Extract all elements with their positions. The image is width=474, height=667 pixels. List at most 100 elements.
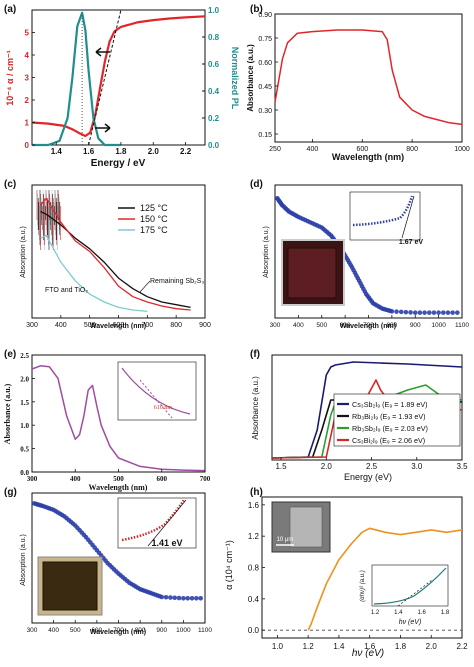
x-tick-label: 600 xyxy=(157,475,168,483)
data-point xyxy=(194,596,199,601)
inset-value: 1.41 eV xyxy=(151,538,182,548)
inset-frame xyxy=(371,564,449,607)
x-tick-label: 1100 xyxy=(455,322,469,329)
panel-label: (b) xyxy=(250,4,263,15)
y-tick-label: 0.60 xyxy=(258,60,272,67)
data-point xyxy=(198,596,203,601)
annotation-remaining: Remaining Sb₂S₃ xyxy=(150,278,204,285)
sample-film xyxy=(287,247,337,299)
inset-x-tick-label: 1.6 xyxy=(417,610,426,616)
y-axis-label: Absorption (a.u.) xyxy=(20,534,27,586)
y-tick-label: 1.6 xyxy=(248,501,260,510)
x-tick-label: 3.0 xyxy=(411,462,423,471)
data-point xyxy=(422,310,427,315)
panel-label: (c) xyxy=(4,179,16,190)
data-point xyxy=(408,310,413,315)
y-tick-label: 2.0 xyxy=(20,375,29,383)
inset-tangent xyxy=(147,499,187,547)
inset-frame xyxy=(117,361,197,421)
data-point xyxy=(163,594,169,600)
x-tick-label: 2.0 xyxy=(426,642,438,651)
data-point xyxy=(159,594,165,600)
series-line xyxy=(40,234,148,313)
data-point xyxy=(168,595,173,600)
absorbance-series xyxy=(31,365,206,472)
legend-label: 125 °C xyxy=(140,203,168,213)
legend-label: Rb₃Sb₂I₉ (E₉ = 2.03 eV) xyxy=(352,424,428,433)
x-tick-label: 400 xyxy=(307,146,319,153)
y-tick-label: 0.5 xyxy=(20,446,29,454)
data-point xyxy=(445,310,451,315)
inset-x-tick-label: 1.2 xyxy=(371,610,380,616)
panel-label: (g) xyxy=(4,487,17,498)
y2-tick-label: 0.2 xyxy=(208,114,220,123)
x-tick-label: 1.6 xyxy=(364,642,376,651)
legend-box xyxy=(333,393,461,447)
data-point xyxy=(455,310,460,315)
y-tick-label: 0.4 xyxy=(248,595,260,604)
y-tick-label: 5 xyxy=(25,29,30,38)
panel-label: (a) xyxy=(4,4,16,15)
absorption-series xyxy=(31,15,206,138)
data-point xyxy=(172,595,178,601)
inset-tangent xyxy=(397,579,433,607)
alpha-series xyxy=(307,527,463,631)
y-axis-label: α (10⁴ cm⁻¹) xyxy=(224,540,234,590)
y-tick-label: 0.15 xyxy=(258,132,272,139)
x-tick-label: 1.8 xyxy=(395,642,407,651)
y-axis-label: Absorption (a.u.) xyxy=(20,226,27,278)
x-axis-label: Wavelength (nm) xyxy=(90,323,146,330)
x-tick-label: 900 xyxy=(199,322,211,329)
inset-curve xyxy=(121,367,191,415)
inset-tangent xyxy=(139,379,173,419)
y-axis-label: Absorbance (a.u.) xyxy=(251,376,260,440)
x-tick-label: 700 xyxy=(200,475,211,483)
x-tick-label: 700 xyxy=(141,322,153,329)
x-tick-label: 1000 xyxy=(431,322,446,329)
legend: Cs₃Sb₂I₉ (E₉ = 1.89 eV) Rb₃Bi₂I₉ (E₉ = 1.… xyxy=(333,393,461,447)
data-point xyxy=(417,310,423,315)
data-point xyxy=(403,309,409,315)
inset-curve xyxy=(373,567,447,605)
y-tick-label: 0 xyxy=(25,141,30,150)
y-tick-label: 1.5 xyxy=(20,399,29,407)
noise-region xyxy=(36,190,61,250)
series-line xyxy=(40,211,191,309)
x-axis-label: Wavelength (nm) xyxy=(90,629,146,636)
x-tick-label: 700 xyxy=(363,322,374,329)
data-point xyxy=(412,310,418,315)
x-axis-label: Wavelength (nm) xyxy=(332,152,404,162)
data-point xyxy=(436,310,441,315)
legend-label: 175 °C xyxy=(140,225,168,235)
inset-frame xyxy=(349,191,421,241)
absorbance-series xyxy=(274,29,463,126)
x-axis-label: Wavelength (nm) xyxy=(340,323,396,330)
y-axis-label: Absorbance (a.u.) xyxy=(246,44,255,112)
x-tick-label: 400 xyxy=(70,475,81,483)
y-tick-label: 0.0 xyxy=(20,469,29,477)
annotation-fto: FTO and TiO₂ xyxy=(45,287,88,294)
inset-x-tick-label: 1.4 xyxy=(394,610,403,616)
data-point xyxy=(441,310,446,315)
inset-y-axis-label: (αhν)² (a.u.) xyxy=(360,570,366,601)
x-tick-label: 1.5 xyxy=(275,462,287,471)
inset-curve xyxy=(121,499,186,542)
data-point xyxy=(398,309,404,315)
y-tick-label: 0.75 xyxy=(258,36,272,43)
x-tick-label: 3.5 xyxy=(456,462,468,471)
x-tick-label: 800 xyxy=(406,146,418,153)
x-axis-label: Energy (eV) xyxy=(344,472,392,482)
x-tick-label: 2.2 xyxy=(456,642,468,651)
x-tick-label: 800 xyxy=(135,627,146,634)
x-axis-label: Energy / eV xyxy=(91,158,146,169)
y-axis-label: 10⁻⁴ α / cm⁻¹ xyxy=(5,50,15,106)
x-tick-label: 1.6 xyxy=(83,147,95,156)
x-tick-label: 900 xyxy=(410,322,421,329)
y-tick-label: 0.0 xyxy=(248,626,260,635)
sample-film xyxy=(42,561,98,611)
arrow-right-icon xyxy=(95,123,111,133)
x-tick-label: 300 xyxy=(27,475,38,483)
panel-label: (f) xyxy=(250,349,260,360)
